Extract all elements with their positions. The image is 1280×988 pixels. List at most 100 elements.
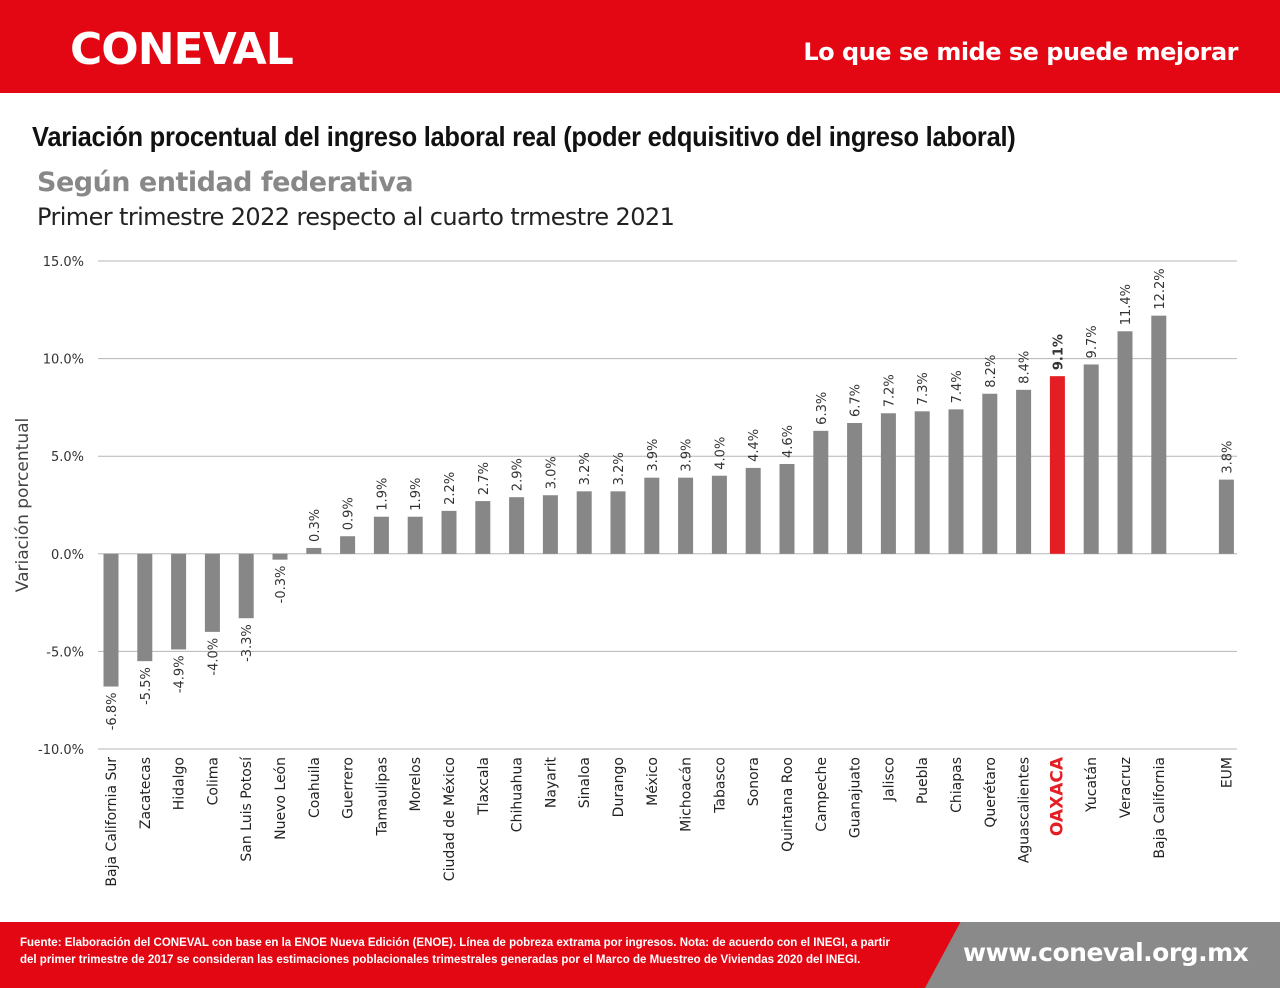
x-tick-label: Baja California Sur	[104, 757, 120, 887]
y-tick-label: -10.0%	[38, 743, 84, 758]
x-tick-label: Aguascalientes	[1017, 757, 1033, 863]
x-tick-label: Chihuahua	[510, 757, 526, 832]
x-tick-label: Tlaxcala	[476, 757, 492, 816]
bar	[779, 464, 795, 554]
data-label: 2.7%	[477, 462, 492, 495]
x-tick-label: Morelos	[408, 757, 424, 811]
bar	[171, 553, 187, 650]
bar	[914, 411, 930, 554]
x-tick-label: Puebla	[915, 757, 931, 804]
data-label: 3.9%	[646, 439, 661, 472]
x-tick-label: EUM	[1219, 757, 1235, 788]
x-tick-label: Tamaulipas	[374, 757, 390, 836]
bar	[880, 413, 896, 554]
data-label: -4.0%	[206, 638, 221, 676]
x-tick-label: Guerrero	[341, 757, 357, 819]
x-tick-label: Hidalgo	[172, 757, 188, 810]
bar	[441, 510, 457, 554]
bar	[711, 475, 727, 554]
footer-url-panel	[925, 922, 1280, 988]
bar	[847, 423, 863, 554]
data-label: 8.4%	[1018, 351, 1033, 384]
y-tick-label: 0.0%	[51, 548, 84, 563]
footnote: Fuente: Elaboración del CONEVAL con base…	[20, 937, 890, 966]
data-label: 7.2%	[882, 374, 897, 407]
data-label: 0.3%	[308, 509, 323, 542]
x-tick-label: Nayarit	[543, 757, 559, 809]
bar	[1016, 389, 1032, 554]
data-label: -3.3%	[240, 624, 255, 662]
data-label: 3.8%	[1220, 441, 1235, 474]
y-axis-label: Variación porcentual	[13, 418, 33, 592]
data-label: 3.2%	[612, 452, 627, 485]
x-tick-label: Veracruz	[1118, 757, 1134, 818]
bar	[1117, 331, 1133, 554]
x-tick-label: Querétaro	[983, 757, 999, 828]
x-tick-label: Yucatán	[1084, 757, 1100, 813]
x-tick-label: Sinaloa	[577, 757, 593, 808]
data-label: 6.3%	[815, 392, 830, 425]
bar	[644, 477, 660, 554]
x-tick-label: Jalisco	[881, 757, 897, 802]
data-label: 11.4%	[1119, 284, 1134, 325]
chart-title: Variación procentual del ingreso laboral…	[32, 121, 1016, 152]
bar	[238, 553, 254, 619]
bar	[204, 553, 220, 632]
data-label: 3.9%	[680, 439, 695, 472]
bar	[475, 501, 491, 554]
bar	[1049, 376, 1065, 554]
bar	[509, 497, 525, 554]
data-label: 1.9%	[409, 478, 424, 511]
bar	[813, 430, 829, 554]
bar	[745, 467, 761, 554]
x-tick-label: Baja California	[1152, 757, 1168, 859]
coneval-logo: CONEVAL	[70, 24, 294, 75]
bar	[340, 536, 356, 554]
bar	[272, 553, 288, 560]
data-label: 9.7%	[1085, 325, 1100, 358]
y-tick-label: 15.0%	[43, 255, 84, 270]
data-label: 2.9%	[511, 458, 526, 491]
bar	[678, 477, 694, 554]
data-label: 6.7%	[849, 384, 864, 417]
bar	[1083, 364, 1099, 554]
x-tick-label: Tabasco	[712, 757, 728, 814]
data-label: 4.0%	[713, 437, 728, 470]
bar	[103, 553, 119, 687]
x-tick-label: Guanajuato	[848, 757, 864, 838]
data-label: 7.3%	[916, 372, 931, 405]
x-tick-label: Ciudad de México	[442, 757, 458, 881]
bar	[542, 495, 558, 554]
bar	[610, 491, 626, 554]
bar	[948, 409, 964, 554]
bar	[137, 553, 153, 662]
x-tick-label: Michoacán	[679, 757, 695, 832]
data-label: 3.0%	[544, 456, 559, 489]
chart-subtitle: Según entidad federativa	[37, 167, 414, 198]
x-tick-label: Nuevo León	[273, 757, 289, 840]
bar	[576, 491, 592, 554]
x-tick-label: Campeche	[814, 757, 830, 832]
data-label: 9.1%	[1051, 334, 1066, 370]
bar	[306, 547, 322, 554]
data-label: -0.3%	[274, 566, 289, 604]
data-label: 2.2%	[443, 472, 458, 505]
header-bar: CONEVAL Lo que se mide se puede mejorar	[0, 0, 1280, 93]
website-link[interactable]: www.coneval.org.mx	[963, 938, 1249, 967]
x-tick-label: Zacatecas	[138, 757, 154, 829]
slogan: Lo que se mide se puede mejorar	[803, 38, 1238, 66]
data-label: 12.2%	[1153, 268, 1168, 309]
x-tick-label: Coahuila	[307, 757, 323, 818]
bar	[373, 516, 389, 554]
x-tick-label: Colima	[205, 757, 221, 805]
chart-period: Primer trimestre 2022 respecto al cuarto…	[37, 203, 675, 231]
data-label: -5.5%	[139, 667, 154, 705]
x-tick-label: Quintana Roo	[780, 757, 796, 852]
bar	[1151, 315, 1167, 554]
data-label: 4.6%	[781, 425, 796, 458]
x-tick-label: Durango	[611, 757, 627, 817]
data-label: -4.9%	[173, 655, 188, 693]
data-label: 3.2%	[578, 452, 593, 485]
x-tick-label: México	[645, 757, 661, 806]
bar	[982, 393, 998, 554]
